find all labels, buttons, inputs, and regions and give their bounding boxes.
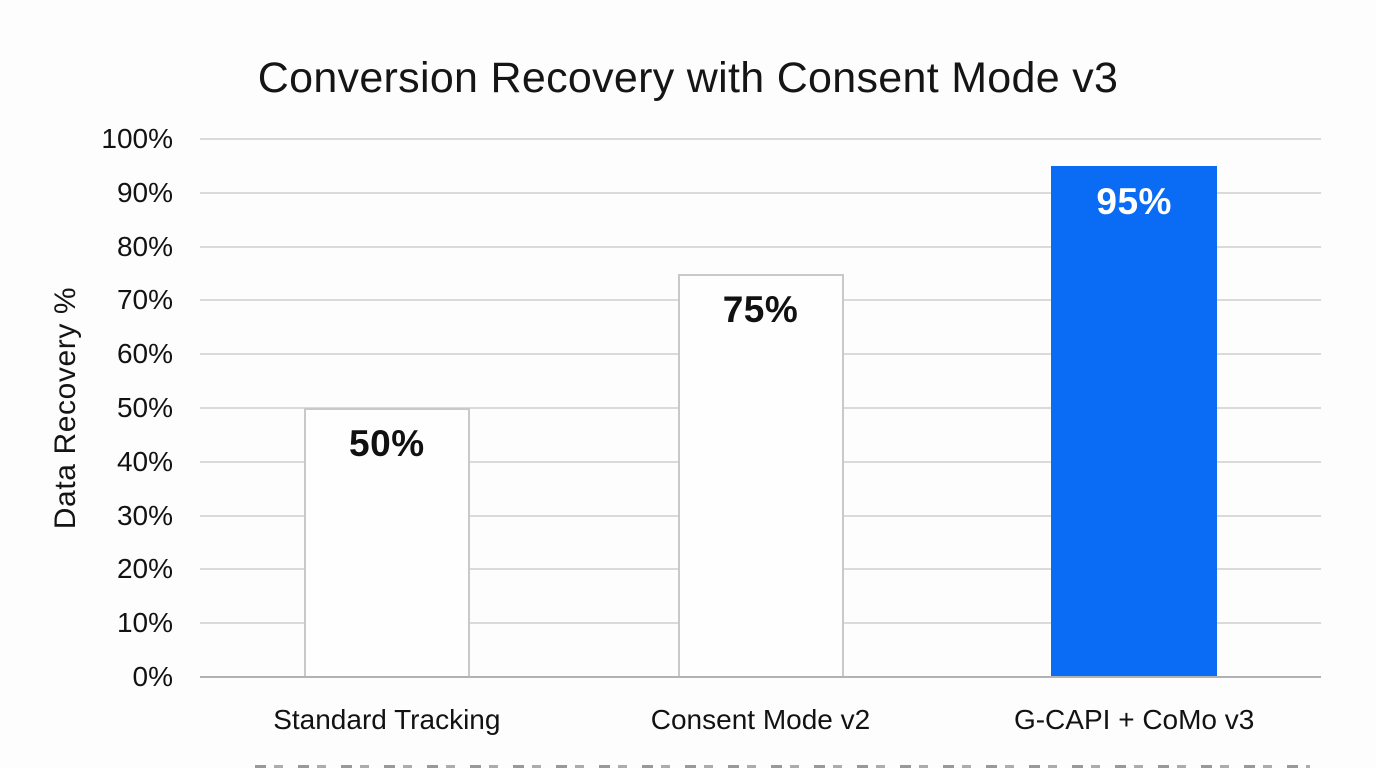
y-tick-label: 10% (116, 607, 173, 639)
cropped-text-artifact (255, 765, 1310, 768)
y-tick-label: 70% (116, 284, 173, 316)
x-tick-label: Consent Mode v2 (650, 704, 871, 735)
bar: 95% (1051, 165, 1218, 677)
gridline (200, 138, 1321, 140)
y-tick-label: 80% (116, 230, 173, 262)
y-tick-label: 0% (132, 661, 173, 692)
gridline (200, 191, 1321, 194)
bar-value-label: 75% (722, 288, 799, 330)
x-axis-line (200, 676, 1321, 678)
y-tick-label: 100% (101, 123, 173, 154)
y-tick-label: 40% (116, 445, 173, 477)
y-tick-label: 60% (116, 338, 173, 370)
y-tick-label: 90% (116, 176, 173, 208)
gridline (200, 245, 1321, 248)
bar: 75% (677, 273, 844, 677)
y-tick-label: 30% (116, 499, 173, 531)
y-tick-label: 50% (116, 392, 173, 423)
chart-title: Conversion Recovery with Consent Mode v3 (257, 54, 1119, 102)
x-tick-label: G-CAPI + CoMo v3 (1013, 704, 1255, 735)
bar-value-label: 50% (349, 423, 425, 464)
bar: 50% (303, 408, 470, 677)
bar-value-label: 95% (1096, 180, 1172, 222)
y-tick-label: 20% (116, 553, 173, 585)
x-tick-label: Standard Tracking (273, 704, 501, 735)
